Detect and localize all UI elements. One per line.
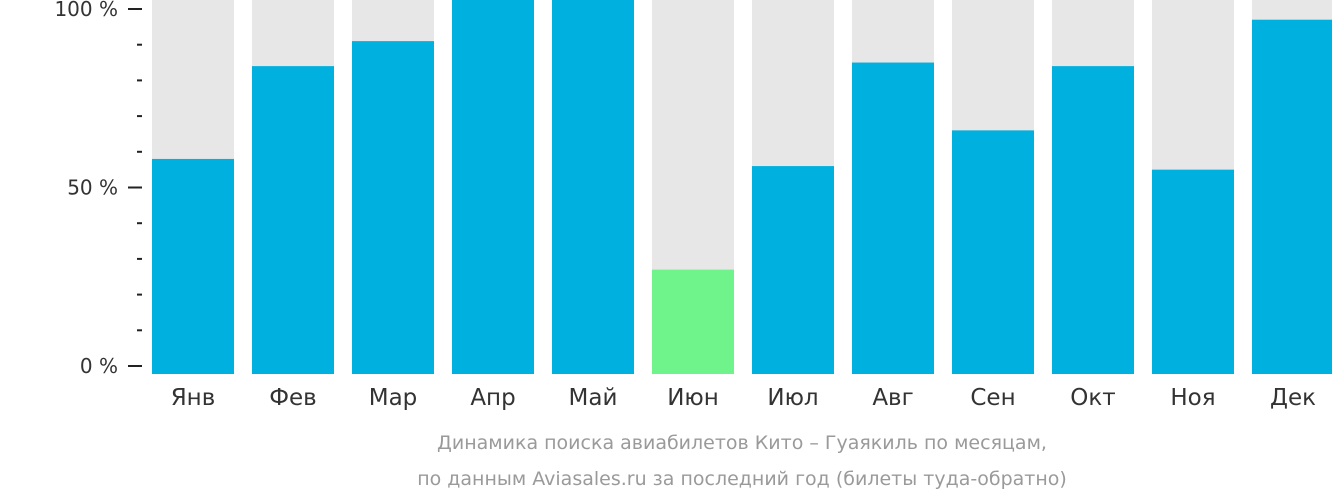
x-tick-label-11: Ноя xyxy=(1170,385,1215,411)
bar-8 xyxy=(852,62,934,375)
x-tick-label-7: Июл xyxy=(767,385,818,411)
bar-1 xyxy=(152,158,234,374)
x-tick-label-1: Янв xyxy=(171,385,216,411)
x-tick-label-3: Мар xyxy=(369,385,418,411)
bar-12 xyxy=(1252,19,1332,375)
bar-2 xyxy=(252,66,334,375)
bars-group xyxy=(152,0,1332,375)
bar-7 xyxy=(752,166,834,374)
y-tick-label-3: 100 % xyxy=(54,0,118,21)
x-tick-label-9: Сен xyxy=(970,385,1015,411)
chart-caption-line-1: Динамика поиска авиабилетов Кито – Гуаяк… xyxy=(437,432,1047,454)
x-tick-label-12: Дек xyxy=(1270,385,1316,411)
bar-3 xyxy=(352,41,434,374)
x-tick-label-4: Апр xyxy=(470,385,515,411)
y-tick-label-2: 50 % xyxy=(67,176,118,200)
bar-11 xyxy=(1152,169,1234,374)
x-tick-label-10: Окт xyxy=(1070,385,1115,411)
x-tick-label-5: Май xyxy=(569,385,618,411)
x-tick-label-2: Фев xyxy=(269,385,317,411)
bar-5 xyxy=(552,0,634,374)
bar-6 xyxy=(652,269,734,374)
bar-9 xyxy=(952,130,1034,374)
x-tick-label-6: Июн xyxy=(667,385,719,411)
x-tick-label-8: Авг xyxy=(872,385,913,411)
x-axis-labels: Янв Фев Мар Апр Май Июн Июл Авг Сен Окт Ноя Дек xyxy=(171,385,1316,411)
chart-caption-line-2: по данным Aviasales.ru за последний год … xyxy=(417,468,1067,490)
y-tick-label-1: 0 % xyxy=(80,354,118,378)
y-axis: 0 % 50 % 100 % xyxy=(54,0,142,378)
bar-4 xyxy=(452,0,534,374)
bar-10 xyxy=(1052,66,1134,375)
